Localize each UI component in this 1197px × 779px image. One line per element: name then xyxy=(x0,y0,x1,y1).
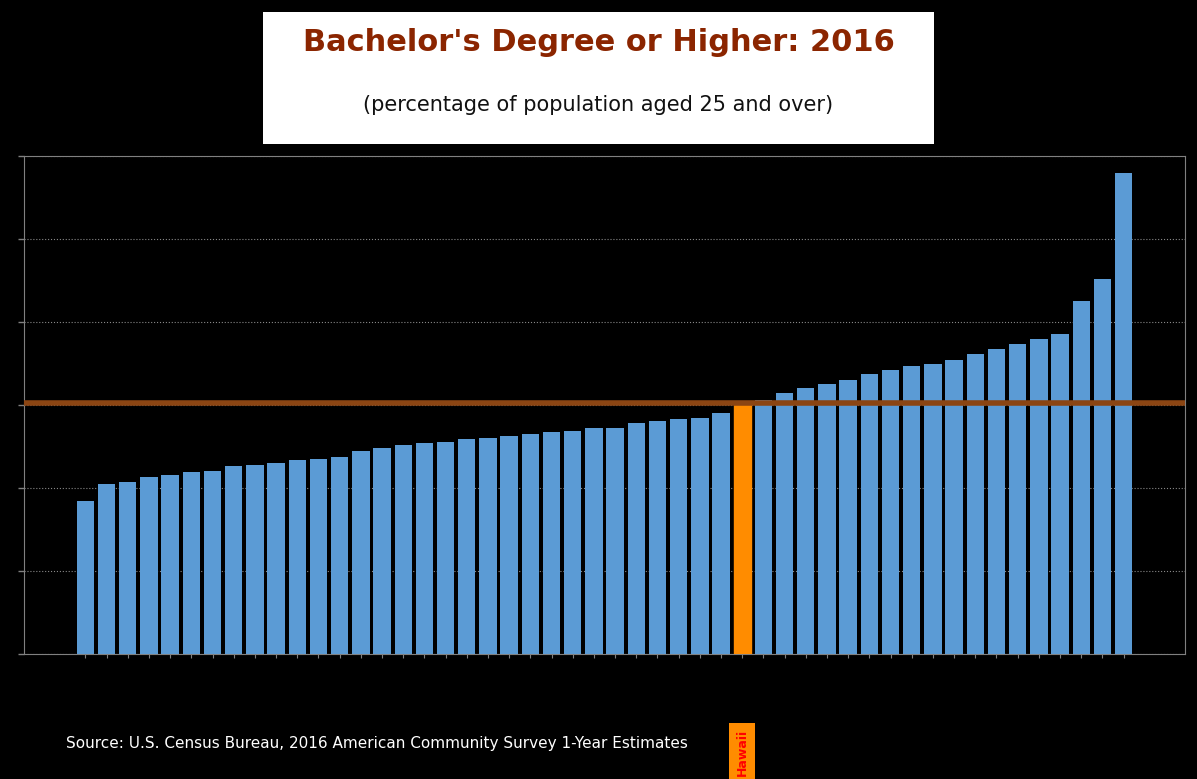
Bar xyxy=(310,459,327,654)
Text: Bachelor's Degree or Higher: 2016: Bachelor's Degree or Higher: 2016 xyxy=(303,28,894,58)
Bar xyxy=(797,389,814,654)
Bar xyxy=(670,419,687,654)
Bar xyxy=(98,484,115,654)
Text: Source: U.S. Census Bureau, 2016 American Community Survey 1-Year Estimates: Source: U.S. Census Bureau, 2016 America… xyxy=(66,736,688,752)
Bar xyxy=(691,418,709,654)
Bar xyxy=(183,471,200,654)
Bar xyxy=(924,364,942,654)
Bar xyxy=(500,435,518,654)
Bar xyxy=(479,439,497,654)
Bar xyxy=(77,501,95,654)
Bar xyxy=(607,428,624,654)
Bar xyxy=(1114,173,1132,654)
Bar xyxy=(882,370,899,654)
Bar xyxy=(352,451,370,654)
Bar xyxy=(1031,340,1047,654)
Bar xyxy=(627,423,645,654)
Bar xyxy=(119,481,136,654)
Bar xyxy=(649,421,667,654)
Bar xyxy=(776,393,794,654)
Bar xyxy=(247,465,263,654)
Bar xyxy=(288,460,306,654)
Bar xyxy=(330,456,348,654)
Bar xyxy=(946,360,962,654)
Bar xyxy=(988,350,1005,654)
Bar xyxy=(1051,334,1069,654)
Bar xyxy=(522,434,539,654)
Bar xyxy=(1009,344,1026,654)
Text: (percentage of population aged 25 and over): (percentage of population aged 25 and ov… xyxy=(364,95,833,115)
Bar xyxy=(754,400,772,654)
Bar xyxy=(903,366,920,654)
Bar xyxy=(1094,279,1111,654)
Bar xyxy=(542,432,560,654)
Bar xyxy=(162,475,178,654)
Bar xyxy=(966,354,984,654)
Bar xyxy=(734,405,751,654)
Bar xyxy=(1073,301,1090,654)
Bar xyxy=(225,466,243,654)
Bar xyxy=(458,439,475,654)
Bar xyxy=(839,380,857,654)
Bar xyxy=(819,384,836,654)
Bar xyxy=(564,431,582,654)
Bar xyxy=(585,428,602,654)
Bar xyxy=(267,464,285,654)
Text: Hawaii: Hawaii xyxy=(736,729,748,776)
Bar xyxy=(415,443,433,654)
Bar xyxy=(203,471,221,654)
Bar xyxy=(437,442,455,654)
Bar xyxy=(140,477,158,654)
Bar xyxy=(395,445,412,654)
Bar xyxy=(712,414,730,654)
Bar xyxy=(373,448,390,654)
Bar xyxy=(861,373,879,654)
